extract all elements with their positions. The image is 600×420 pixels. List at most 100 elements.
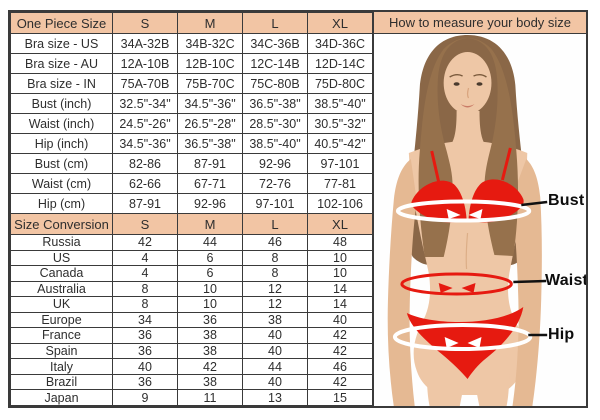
table-cell: 13 [242, 389, 308, 406]
row-label: Russia [10, 234, 113, 251]
table-row: Bust (inch) 32.5"-34" 34.5"-36" 36.5"-38" 38… [10, 93, 373, 114]
table-cell: 87-91 [112, 193, 178, 214]
table-cell: 40 [242, 342, 308, 360]
row-label: Europe [10, 311, 113, 329]
table-cell: 72-76 [242, 173, 308, 194]
table-row: Hip (cm) 87-91 92-96 97-101 102-106 [10, 193, 373, 214]
table-cell: 67-71 [177, 173, 243, 194]
table-cell: 42 [307, 327, 373, 344]
table-cell: 97-101 [307, 153, 373, 174]
bust-measure-ellipse [395, 199, 532, 223]
column-header: M [177, 12, 243, 34]
table-cell: 36 [177, 311, 243, 329]
table-row: Australia 8 10 12 14 [10, 280, 373, 298]
measurement-figure-illustration [387, 35, 548, 406]
table-cell: 75D-80C [307, 73, 373, 94]
table-row: Bust (cm) 82-86 87-91 92-96 97-101 [10, 153, 373, 174]
table-cell: 46 [307, 358, 373, 375]
table-cell: 10 [177, 296, 243, 313]
row-label: Bra size - US [10, 33, 113, 54]
table-cell: 34 [112, 311, 178, 329]
table-cell: 4 [112, 265, 178, 282]
hip-measure-ellipse [392, 323, 533, 351]
table-cell: 34.5"-36" [177, 93, 243, 114]
table-cell: 28.5"-30" [242, 113, 308, 134]
table-cell: 26.5"-28" [177, 113, 243, 134]
row-label: Canada [10, 265, 113, 282]
table-cell: 92-96 [177, 193, 243, 214]
table-cell: 12 [242, 280, 308, 298]
table-cell: 8 [112, 296, 178, 313]
table-cell: 36.5"-38" [177, 133, 243, 154]
row-label: Bust (cm) [10, 153, 113, 174]
table-cell: 34A-32B [112, 33, 178, 54]
bust-label: Bust [548, 192, 585, 209]
table-row: Spain 36 38 40 42 [10, 342, 373, 360]
table-cell: 82-86 [112, 153, 178, 174]
table-cell: 42 [307, 373, 373, 391]
table-row: Bra size - IN 75A-70B 75B-70C 75C-80B 75D-80… [10, 73, 373, 94]
table-cell: 12C-14B [242, 53, 308, 74]
table-row: Japan 9 11 13 15 [10, 389, 373, 406]
figure-area: Bust Waist Hip [374, 34, 586, 406]
row-label: UK [10, 296, 113, 313]
table-row: Bra size - AU 12A-10B 12B-10C 12C-14B 12D-14… [10, 53, 373, 74]
size-table-body: One Piece Size S M L XL Bra size - US 34A-32B 3… [10, 12, 373, 406]
table-row: France 36 38 40 42 [10, 327, 373, 344]
table-cell: 40 [242, 327, 308, 344]
face [449, 74, 487, 108]
section-header-row: Size Conversion S M L XL [10, 213, 373, 235]
table-cell: 75A-70B [112, 73, 178, 94]
row-label: Spain [10, 342, 113, 360]
table-cell: 4 [112, 249, 178, 267]
table-cell: 34.5"-36" [112, 133, 178, 154]
table-cell: 97-101 [242, 193, 308, 214]
measure-panel: How to measure your body size [373, 12, 586, 406]
row-label: France [10, 327, 113, 344]
column-header: XL [307, 213, 373, 235]
row-label: Hip (inch) [10, 133, 113, 154]
column-header: M [177, 213, 243, 235]
table-cell: 36.5"-38" [242, 93, 308, 114]
table-row: Europe 34 36 38 40 [10, 311, 373, 329]
table-cell: 8 [112, 280, 178, 298]
table-cell: 42 [177, 358, 243, 375]
table-cell: 38.5"-40" [242, 133, 308, 154]
table-cell: 44 [177, 234, 243, 251]
table-cell: 34B-32C [177, 33, 243, 54]
head [443, 52, 492, 114]
table-cell: 38 [177, 327, 243, 344]
waist-measure-ellipse [400, 272, 513, 296]
table-cell: 11 [177, 389, 243, 406]
row-label: Bra size - IN [10, 73, 113, 94]
row-label: Brazil [10, 373, 113, 391]
table-cell: 15 [307, 389, 373, 406]
table-cell: 40 [112, 358, 178, 375]
table-cell: 38 [177, 373, 243, 391]
table-cell: 62-66 [112, 173, 178, 194]
section-header-row: One Piece Size S M L XL [10, 12, 373, 34]
table-cell: 102-106 [307, 193, 373, 214]
column-header: XL [307, 12, 373, 34]
table-cell: 6 [177, 265, 243, 282]
row-label: Australia [10, 280, 113, 298]
label-connector-lines [513, 200, 548, 337]
table-row: Waist (inch) 24.5"-26" 26.5"-28" 28.5"-30" 3… [10, 113, 373, 134]
table-cell: 38.5"-40" [307, 93, 373, 114]
table-cell: 12B-10C [177, 53, 243, 74]
table-row: Canada 4 6 8 10 [10, 265, 373, 282]
belly-line [465, 232, 469, 270]
table-cell: 40 [307, 311, 373, 329]
table-cell: 34C-36B [242, 33, 308, 54]
row-label: Waist (cm) [10, 173, 113, 194]
table-cell: 12 [242, 296, 308, 313]
table-row: Waist (cm) 62-66 67-71 72-76 77-81 [10, 173, 373, 194]
column-header: S [112, 213, 178, 235]
table-cell: 36 [112, 327, 178, 344]
table-cell: 8 [242, 249, 308, 267]
size-chart-infographic: One Piece Size S M L XL Bra size - US 34A-32B 3… [8, 10, 588, 408]
table-cell: 10 [307, 249, 373, 267]
table-cell: 36 [112, 342, 178, 360]
table-cell: 34D-36C [307, 33, 373, 54]
right-leg [474, 346, 510, 406]
